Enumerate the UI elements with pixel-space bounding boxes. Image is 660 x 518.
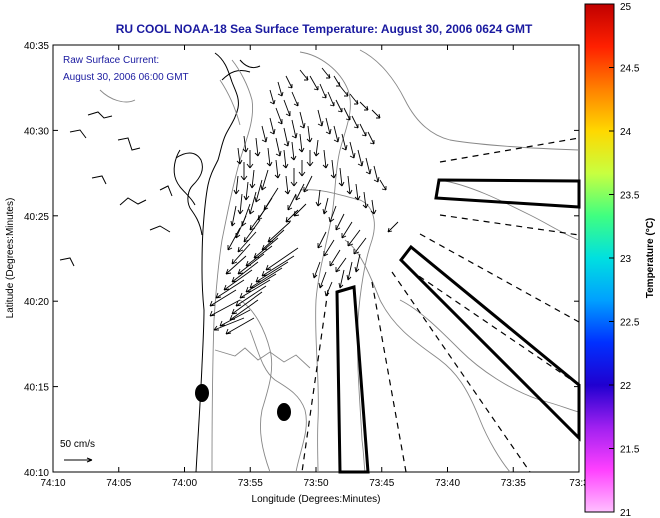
colorbar-label: Temperature (°C) (645, 218, 656, 299)
figure-title: RU COOL NOAA-18 Sea Surface Temperature:… (116, 22, 533, 36)
buoy-marker[interactable] (277, 403, 291, 421)
scale-arrow-icon (64, 457, 93, 463)
y-axis-label: Latitude (Degrees:Minutes) (5, 198, 16, 319)
annotation-line2: August 30, 2006 06:00 GMT (63, 72, 189, 83)
y-tick-label: 40:10 (24, 468, 49, 479)
y-axis-ticks: 40:35 40:30 40:25 40:20 40:15 40:10 (24, 41, 579, 479)
y-tick-label: 40:35 (24, 41, 49, 52)
colorbar-tick-label: 21 (620, 508, 632, 518)
x-tick-label: 73:3 (569, 478, 589, 489)
colorbar-ticks: 25 24.5 24 23.5 23 22.5 22 21.5 21 (609, 2, 640, 518)
colorbar-tick-label: 24 (620, 127, 632, 138)
colorbar-tick-label: 24.5 (620, 64, 640, 75)
y-tick-label: 40:30 (24, 126, 49, 137)
plot-frame (52, 44, 580, 473)
coastline (59, 52, 261, 473)
x-tick-label: 73:45 (369, 478, 394, 489)
colorbar-tick-label: 23 (620, 254, 632, 265)
study-area-polygons (335, 178, 581, 474)
surface-current-vectors (209, 67, 399, 335)
colorbar-tick-label: 21.5 (620, 445, 640, 456)
x-tick-label: 73:55 (238, 478, 263, 489)
scale-label: 50 cm/s (60, 439, 95, 450)
x-tick-label: 74:00 (172, 478, 197, 489)
colorbar-tick-label: 22.5 (620, 318, 640, 329)
x-axis-ticks: 74:10 74:05 74:00 73:55 73:50 73:45 73:40 73:35… (40, 45, 589, 489)
x-tick-label: 74:05 (106, 478, 131, 489)
x-tick-label: 73:40 (435, 478, 460, 489)
colorbar-tick-label: 25 (620, 2, 632, 13)
y-tick-label: 40:25 (24, 212, 49, 223)
x-tick-label: 74:10 (40, 478, 65, 489)
dashed-track-lines (301, 137, 580, 473)
scale-vector: 50 cm/s (60, 439, 95, 463)
annotation-line1: Raw Surface Current: (63, 55, 159, 66)
colorbar-tick-label: 23.5 (620, 191, 640, 202)
y-tick-label: 40:15 (24, 383, 49, 394)
colorbar-tick-label: 22 (620, 381, 632, 392)
y-tick-label: 40:20 (24, 297, 49, 308)
depth-contours (99, 49, 580, 473)
x-axis-label: Longitude (Degrees:Minutes) (252, 494, 381, 505)
x-tick-label: 73:50 (303, 478, 328, 489)
buoy-marker[interactable] (195, 384, 209, 402)
x-tick-label: 73:35 (501, 478, 526, 489)
map-plot-area: Raw Surface Current: August 30, 2006 06:… (52, 44, 581, 474)
buoy-markers (195, 384, 291, 421)
